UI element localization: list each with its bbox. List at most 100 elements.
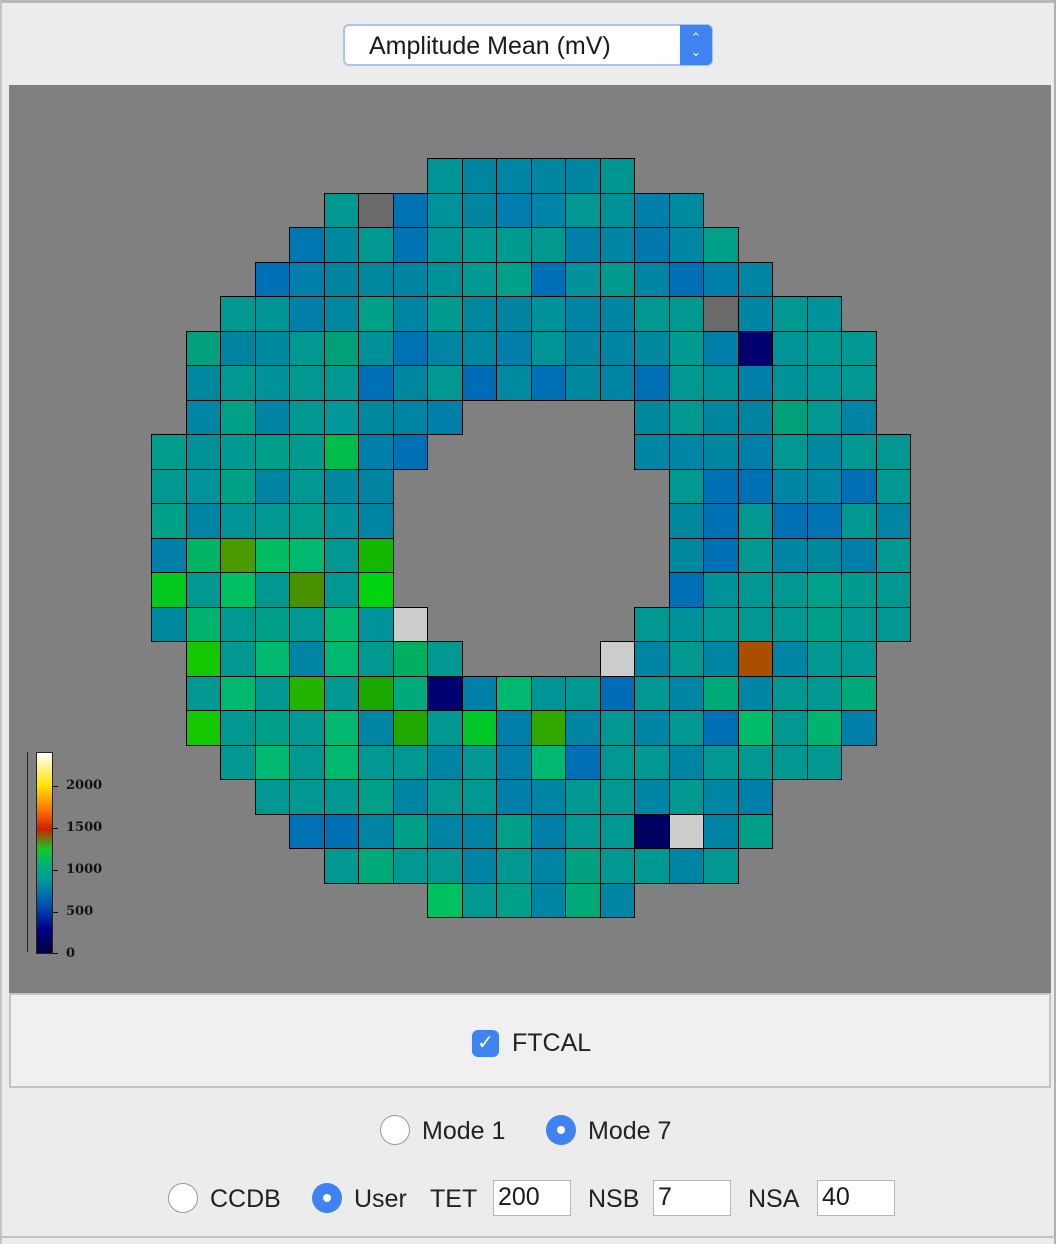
crystal-cell[interactable] (358, 744, 394, 780)
crystal-cell[interactable] (772, 710, 808, 746)
crystal-cell[interactable] (461, 365, 497, 401)
crystal-cell[interactable] (323, 744, 359, 780)
crystal-cell[interactable] (703, 503, 739, 539)
crystal-cell[interactable] (634, 813, 670, 849)
crystal-cell[interactable] (496, 675, 532, 711)
crystal-cell[interactable] (254, 572, 290, 608)
ccdb-label[interactable]: CCDB (210, 1185, 281, 1213)
user-label[interactable]: User (354, 1185, 407, 1213)
crystal-cell[interactable] (358, 192, 394, 228)
crystal-cell[interactable] (254, 675, 290, 711)
crystal-cell[interactable] (185, 710, 221, 746)
crystal-cell[interactable] (772, 296, 808, 332)
crystal-cell[interactable] (703, 399, 739, 435)
crystal-cell[interactable] (185, 330, 221, 366)
crystal-cell[interactable] (185, 537, 221, 573)
crystal-cell[interactable] (703, 296, 739, 332)
crystal-cell[interactable] (254, 365, 290, 401)
crystal-cell[interactable] (703, 434, 739, 470)
crystal-cell[interactable] (496, 330, 532, 366)
crystal-cell[interactable] (323, 330, 359, 366)
crystal-cell[interactable] (565, 848, 601, 884)
crystal-cell[interactable] (496, 710, 532, 746)
crystal-cell[interactable] (841, 434, 877, 470)
crystal-cell[interactable] (668, 296, 704, 332)
crystal-cell[interactable] (151, 434, 187, 470)
crystal-cell[interactable] (565, 710, 601, 746)
crystal-cell[interactable] (461, 261, 497, 297)
crystal-cell[interactable] (427, 330, 463, 366)
crystal-cell[interactable] (806, 641, 842, 677)
crystal-cell[interactable] (668, 537, 704, 573)
crystal-cell[interactable] (703, 330, 739, 366)
crystal-cell[interactable] (427, 296, 463, 332)
crystal-cell[interactable] (289, 537, 325, 573)
crystal-cell[interactable] (220, 641, 256, 677)
crystal-cell[interactable] (289, 606, 325, 642)
crystal-cell[interactable] (565, 227, 601, 263)
crystal-cell[interactable] (220, 572, 256, 608)
crystal-cell[interactable] (358, 227, 394, 263)
crystal-cell[interactable] (151, 468, 187, 504)
crystal-cell[interactable] (668, 641, 704, 677)
crystal-cell[interactable] (358, 261, 394, 297)
crystal-cell[interactable] (806, 503, 842, 539)
crystal-cell[interactable] (668, 572, 704, 608)
crystal-cell[interactable] (772, 468, 808, 504)
crystal-cell[interactable] (772, 641, 808, 677)
crystal-cell[interactable] (530, 296, 566, 332)
crystal-cell[interactable] (392, 779, 428, 815)
crystal-cell[interactable] (703, 261, 739, 297)
crystal-cell[interactable] (806, 675, 842, 711)
crystal-cell[interactable] (289, 227, 325, 263)
crystal-cell[interactable] (220, 468, 256, 504)
crystal-cell[interactable] (599, 744, 635, 780)
crystal-cell[interactable] (220, 537, 256, 573)
crystal-cell[interactable] (565, 675, 601, 711)
crystal-cell[interactable] (806, 744, 842, 780)
crystal-cell[interactable] (358, 813, 394, 849)
quantity-select[interactable]: Amplitude Mean (mV) ⌃ ⌄ (343, 24, 713, 66)
crystal-cell[interactable] (841, 399, 877, 435)
crystal-cell[interactable] (841, 675, 877, 711)
crystal-cell[interactable] (634, 399, 670, 435)
crystal-cell[interactable] (496, 158, 532, 194)
crystal-cell[interactable] (254, 537, 290, 573)
crystal-cell[interactable] (392, 848, 428, 884)
crystal-cell[interactable] (358, 365, 394, 401)
crystal-cell[interactable] (392, 192, 428, 228)
crystal-cell[interactable] (668, 503, 704, 539)
crystal-cell[interactable] (461, 779, 497, 815)
crystal-cell[interactable] (634, 848, 670, 884)
crystal-cell[interactable] (875, 572, 911, 608)
crystal-cell[interactable] (806, 434, 842, 470)
mode-1-radio[interactable] (380, 1115, 410, 1145)
crystal-cell[interactable] (427, 744, 463, 780)
crystal-cell[interactable] (496, 848, 532, 884)
crystal-cell[interactable] (151, 537, 187, 573)
crystal-cell[interactable] (530, 330, 566, 366)
crystal-cell[interactable] (703, 468, 739, 504)
crystal-cell[interactable] (841, 572, 877, 608)
crystal-cell[interactable] (737, 365, 773, 401)
crystal-cell[interactable] (599, 296, 635, 332)
crystal-cell[interactable] (151, 606, 187, 642)
crystal-cell[interactable] (358, 399, 394, 435)
crystal-cell[interactable] (323, 261, 359, 297)
crystal-cell[interactable] (461, 330, 497, 366)
user-radio[interactable] (312, 1183, 342, 1213)
crystal-cell[interactable] (461, 296, 497, 332)
crystal-cell[interactable] (634, 296, 670, 332)
crystal-cell[interactable] (841, 606, 877, 642)
crystal-cell[interactable] (323, 641, 359, 677)
crystal-cell[interactable] (565, 882, 601, 918)
crystal-cell[interactable] (806, 296, 842, 332)
crystal-cell[interactable] (772, 503, 808, 539)
crystal-cell[interactable] (427, 641, 463, 677)
crystal-cell[interactable] (151, 503, 187, 539)
crystal-cell[interactable] (358, 641, 394, 677)
crystal-cell[interactable] (634, 710, 670, 746)
crystal-cell[interactable] (461, 813, 497, 849)
crystal-cell[interactable] (185, 606, 221, 642)
crystal-cell[interactable] (634, 779, 670, 815)
